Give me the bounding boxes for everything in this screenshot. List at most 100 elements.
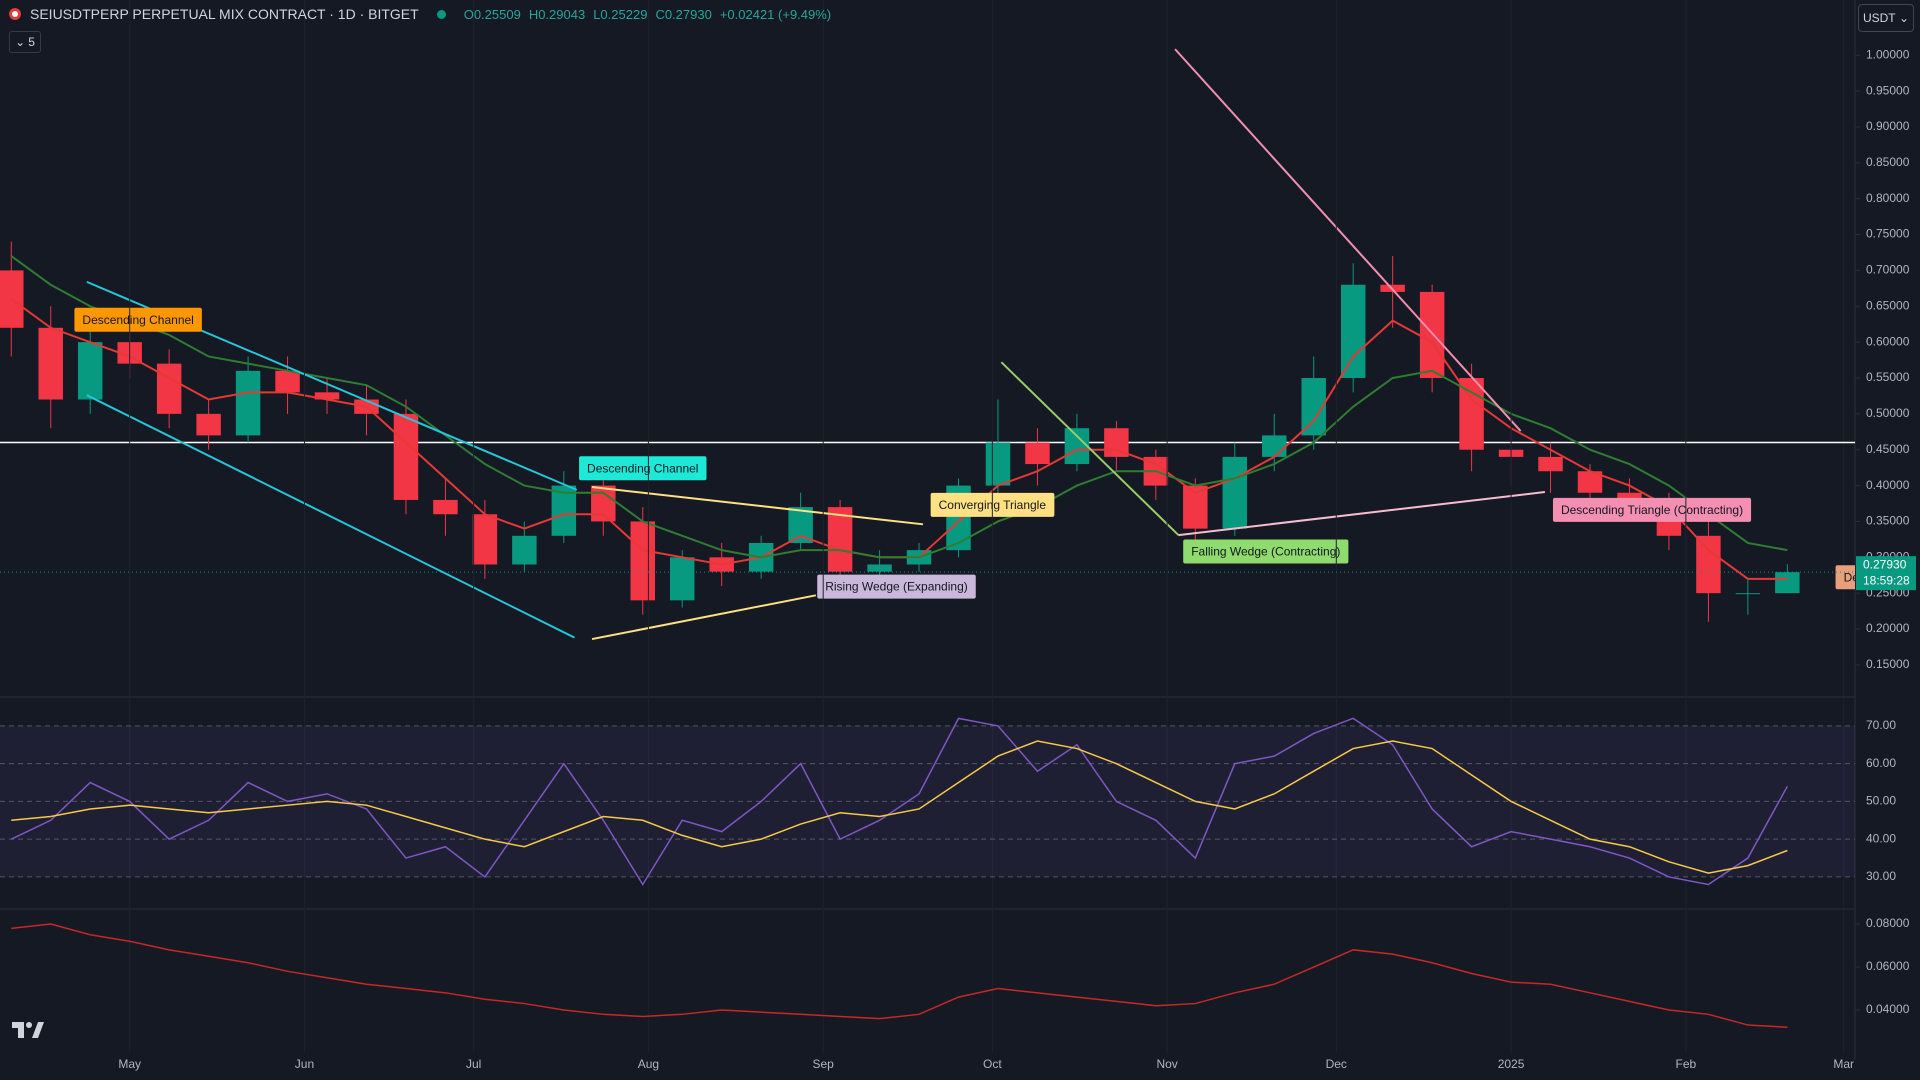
candle-body	[1696, 535, 1721, 594]
y-tick-label: 0.55000	[1866, 370, 1910, 384]
trend-line	[591, 486, 924, 526]
x-tick-label: Dec	[1326, 1057, 1347, 1071]
candle-body	[196, 413, 221, 436]
last-price-label: 0.27930	[1863, 557, 1907, 571]
candle-body	[1775, 572, 1800, 594]
y-tick-label: 0.85000	[1866, 155, 1910, 169]
candle-body	[393, 413, 419, 500]
pattern-label: Falling Wedge (Contracting)	[1183, 539, 1349, 564]
candle-body	[235, 370, 261, 436]
indicator-toggle[interactable]: ⌄ 5	[9, 31, 41, 53]
candle-body	[1459, 377, 1484, 450]
candle-body	[551, 485, 577, 536]
ohlc-change: +0.02421 (+9.49%)	[719, 6, 832, 22]
y-tick-label: 0.90000	[1866, 119, 1910, 133]
pattern-label-box	[74, 307, 202, 332]
y-tick-label: 70.00	[1866, 718, 1896, 732]
x-tick-label: Feb	[1676, 1057, 1697, 1071]
indicator-line	[10, 717, 1788, 886]
candle-body	[867, 564, 892, 572]
pattern-label: Descending Channel	[579, 456, 707, 481]
candle-body	[314, 392, 340, 400]
candle-body	[1538, 456, 1563, 472]
y-tick-label: 0.15000	[1866, 657, 1910, 671]
y-tick-label: 1.00000	[1866, 47, 1910, 61]
y-tick-label: 30.00	[1866, 869, 1896, 883]
candle-body	[512, 535, 537, 565]
pattern-label-text: Falling Wedge (Contracting)	[1191, 544, 1340, 558]
pattern-label: Rising Wedge (Expanding)	[817, 574, 976, 599]
pattern-label: Descending Channel	[74, 307, 202, 332]
candle-body	[1735, 593, 1761, 595]
x-tick-label: 2025	[1498, 1057, 1525, 1071]
pattern-label: Descendin	[1835, 565, 1855, 590]
y-tick-label: 0.06000	[1866, 959, 1910, 973]
y-tick-label: 0.50000	[1866, 406, 1910, 420]
pattern-label-text: Descending Channel	[587, 461, 698, 475]
y-tick-label: 0.80000	[1866, 191, 1910, 205]
candle-body	[1222, 456, 1248, 529]
y-tick-label: 0.45000	[1866, 442, 1910, 456]
market-status	[436, 9, 446, 19]
y-tick-label: 0.60000	[1866, 334, 1910, 348]
trend-line	[1178, 491, 1546, 537]
trend-line	[1000, 361, 1180, 536]
candle-body	[156, 363, 182, 414]
trend-line	[591, 594, 817, 641]
pattern-label-box	[1835, 565, 1855, 590]
candle-body	[827, 507, 853, 572]
pattern-label-box	[1183, 539, 1349, 564]
pane	[11, 923, 1788, 1028]
candle-body	[433, 499, 458, 515]
y-tick-label: 0.75000	[1866, 227, 1910, 241]
y-tick-label: 0.04000	[1866, 1002, 1910, 1016]
pane	[0, 717, 1855, 886]
x-tick-label: Jul	[466, 1057, 481, 1071]
ohlc-low: L0.25229	[593, 6, 648, 22]
y-tick-label: 0.08000	[1866, 916, 1910, 930]
candle-body	[1577, 471, 1603, 493]
candle-body	[788, 507, 813, 543]
x-tick-label: Mar	[1833, 1057, 1854, 1071]
y-tick-label: 0.20000	[1866, 621, 1910, 635]
candle-body	[669, 557, 695, 601]
y-tick-label: 40.00	[1866, 831, 1896, 845]
trend-line	[1174, 48, 1522, 432]
x-tick-label: Aug	[638, 1057, 659, 1071]
pattern-label-text: Descending Triangle (Contracting)	[1561, 503, 1743, 517]
candle-body	[1025, 442, 1050, 465]
y-tick-label: 60.00	[1866, 756, 1896, 770]
header: SEIUSDTPERP PERPETUAL MIX CONTRACT · 1D …	[8, 6, 831, 22]
candle-body	[1064, 428, 1090, 465]
x-tick-label: Jun	[295, 1057, 314, 1071]
candle-body	[1340, 284, 1366, 378]
pattern-label-box	[1552, 497, 1752, 522]
pattern-label: Descending Triangle (Contracting)	[1552, 497, 1752, 522]
candle-body	[1262, 435, 1287, 457]
candle-body	[630, 521, 656, 601]
last-price-tag	[1856, 556, 1916, 591]
y-tick-label: 0.40000	[1866, 478, 1910, 492]
symbol[interactable]: SEIUSDTPERP PERPETUAL MIX CONTRACT · 1D …	[30, 6, 419, 22]
candle-body	[38, 327, 63, 400]
y-tick-label: 0.70000	[1866, 263, 1910, 277]
candle-body	[591, 485, 616, 522]
y-tick-label: 0.95000	[1866, 83, 1910, 97]
indicator-line	[11, 923, 1788, 1028]
countdown: 18:59:28	[1863, 573, 1910, 587]
pattern-label-text: Rising Wedge (Expanding)	[825, 580, 968, 594]
currency-selector[interactable]: USDT ⌄	[1858, 4, 1914, 32]
candle-body	[472, 514, 498, 565]
candle-body	[1419, 291, 1445, 378]
x-tick-label: Sep	[813, 1057, 835, 1071]
candle-body	[275, 370, 300, 393]
currency: USDT	[1862, 11, 1896, 25]
pattern-label-text: Descending Channel	[82, 313, 193, 327]
y-tick-label: 50.00	[1866, 794, 1896, 808]
x-tick-label: May	[118, 1057, 141, 1071]
trend-line	[86, 394, 575, 639]
x-tick-label: Oct	[983, 1057, 1002, 1071]
